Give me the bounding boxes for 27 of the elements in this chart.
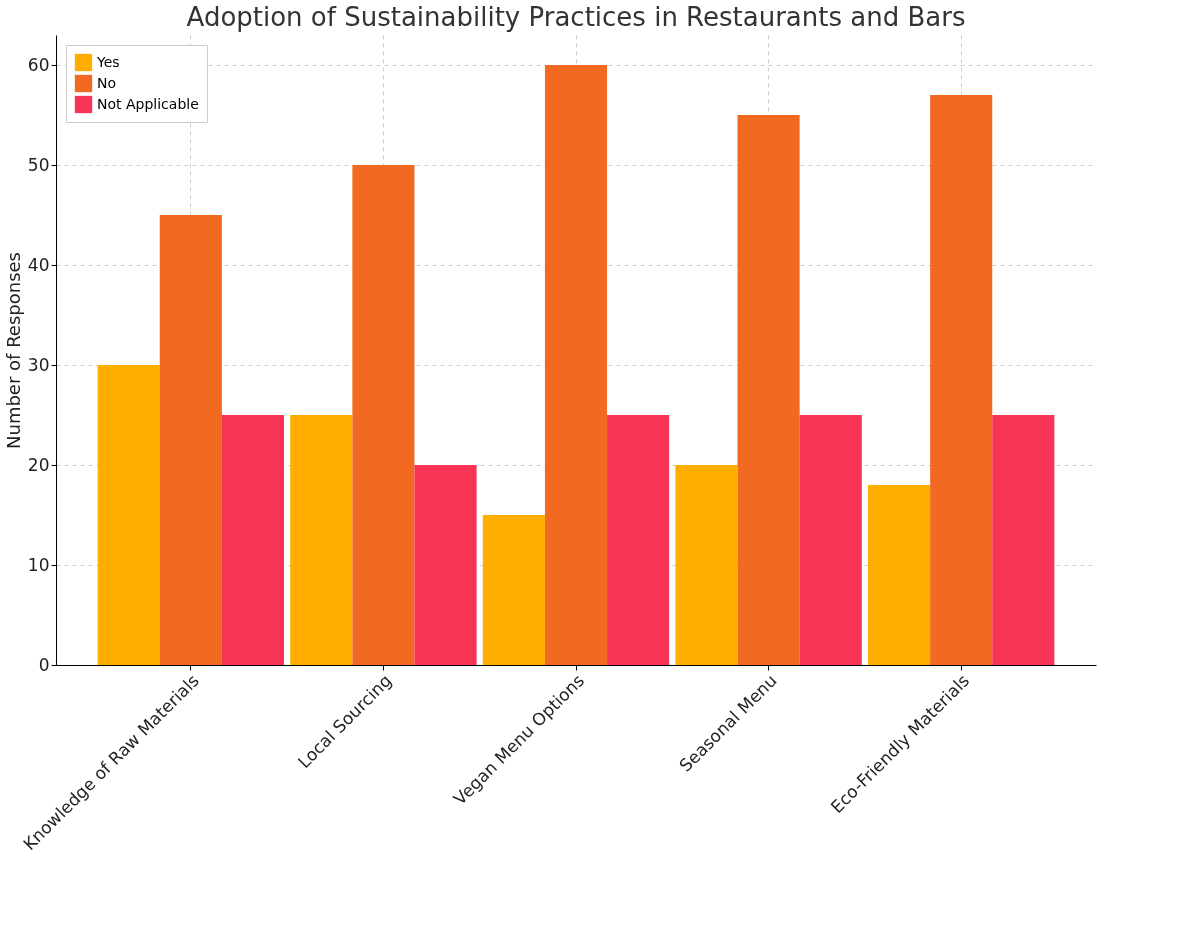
bar <box>930 95 993 665</box>
bar <box>290 415 353 665</box>
y-axis-title: Number of Responses <box>2 252 24 449</box>
y-tick-label: 10 <box>27 554 50 575</box>
y-tick-label: 30 <box>27 354 50 375</box>
bar <box>607 415 670 665</box>
bar <box>414 465 477 665</box>
chart-title: Adoption of Sustainability Practices in Restaurants and Bars <box>186 2 966 32</box>
y-tick-label: 0 <box>38 654 50 675</box>
bar <box>868 485 931 665</box>
bar <box>159 215 222 665</box>
bar <box>675 465 738 665</box>
bar <box>544 65 608 665</box>
bar <box>737 115 800 665</box>
bar <box>482 515 545 665</box>
bar <box>352 165 415 665</box>
legend-label: No <box>97 74 117 91</box>
bar <box>221 415 284 665</box>
legend-label: Not Applicable <box>97 95 199 112</box>
y-tick-label: 40 <box>27 254 50 275</box>
legend-label: Yes <box>96 53 120 70</box>
y-tick-label: 20 <box>27 454 50 475</box>
y-tick-label: 50 <box>27 154 50 175</box>
y-tick-label: 60 <box>27 54 50 75</box>
bar <box>799 415 862 665</box>
bar <box>992 415 1055 665</box>
bar <box>97 365 160 665</box>
